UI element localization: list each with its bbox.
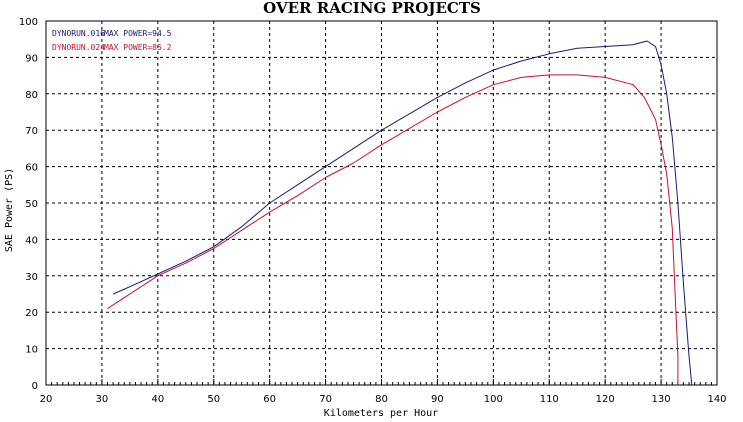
x-tick-label: 100 (484, 394, 503, 405)
x-tick-label: 60 (263, 394, 276, 405)
x-tick-label: 110 (540, 394, 559, 405)
x-tick-label: 90 (431, 394, 444, 405)
chart-title: OVER RACING PROJECTS (263, 0, 481, 17)
x-tick-label: 40 (151, 394, 164, 405)
grid (46, 21, 717, 385)
legend: DYNORUN.016 MAX POWER=94.5 DYNORUN.024 MAX … (52, 29, 172, 52)
y-tick-label: 30 (25, 272, 38, 283)
series-line-2 (107, 74, 679, 385)
x-tick-label: 80 (375, 394, 388, 405)
axis-ticks: 20 30 40 50 60 70 80 90 100 110 120 130 140 0 10 20 30 40… (19, 17, 727, 405)
y-tick-label: 0 (32, 381, 38, 392)
x-axis-label: Kilometers per Hour (324, 408, 438, 419)
y-tick-label: 60 (25, 163, 38, 174)
series-group (107, 40, 693, 386)
series-line-1 (112, 40, 693, 386)
y-axis-label: SAE Power (PS) (4, 168, 15, 252)
legend-max-power: MAX POWER=85.2 (104, 43, 172, 52)
legend-series-name: DYNORUN.016 (52, 29, 105, 38)
x-tick-label: 70 (319, 394, 332, 405)
y-tick-label: 40 (25, 235, 38, 246)
legend-max-power: MAX POWER=94.5 (104, 29, 172, 38)
x-tick-label: 120 (596, 394, 615, 405)
y-tick-label: 100 (19, 17, 38, 28)
y-tick-label: 20 (25, 308, 38, 319)
x-tick-label: 30 (96, 394, 109, 405)
x-tick-label: 130 (652, 394, 671, 405)
y-tick-label: 10 (25, 345, 38, 356)
y-tick-label: 50 (25, 199, 38, 210)
x-tick-label: 50 (207, 394, 220, 405)
legend-series-name: DYNORUN.024 (52, 43, 105, 52)
x-tick-label: 20 (40, 394, 53, 405)
y-tick-label: 90 (25, 53, 38, 64)
x-tick-label: 140 (707, 394, 726, 405)
y-tick-label: 80 (25, 90, 38, 101)
y-tick-label: 70 (25, 126, 38, 137)
